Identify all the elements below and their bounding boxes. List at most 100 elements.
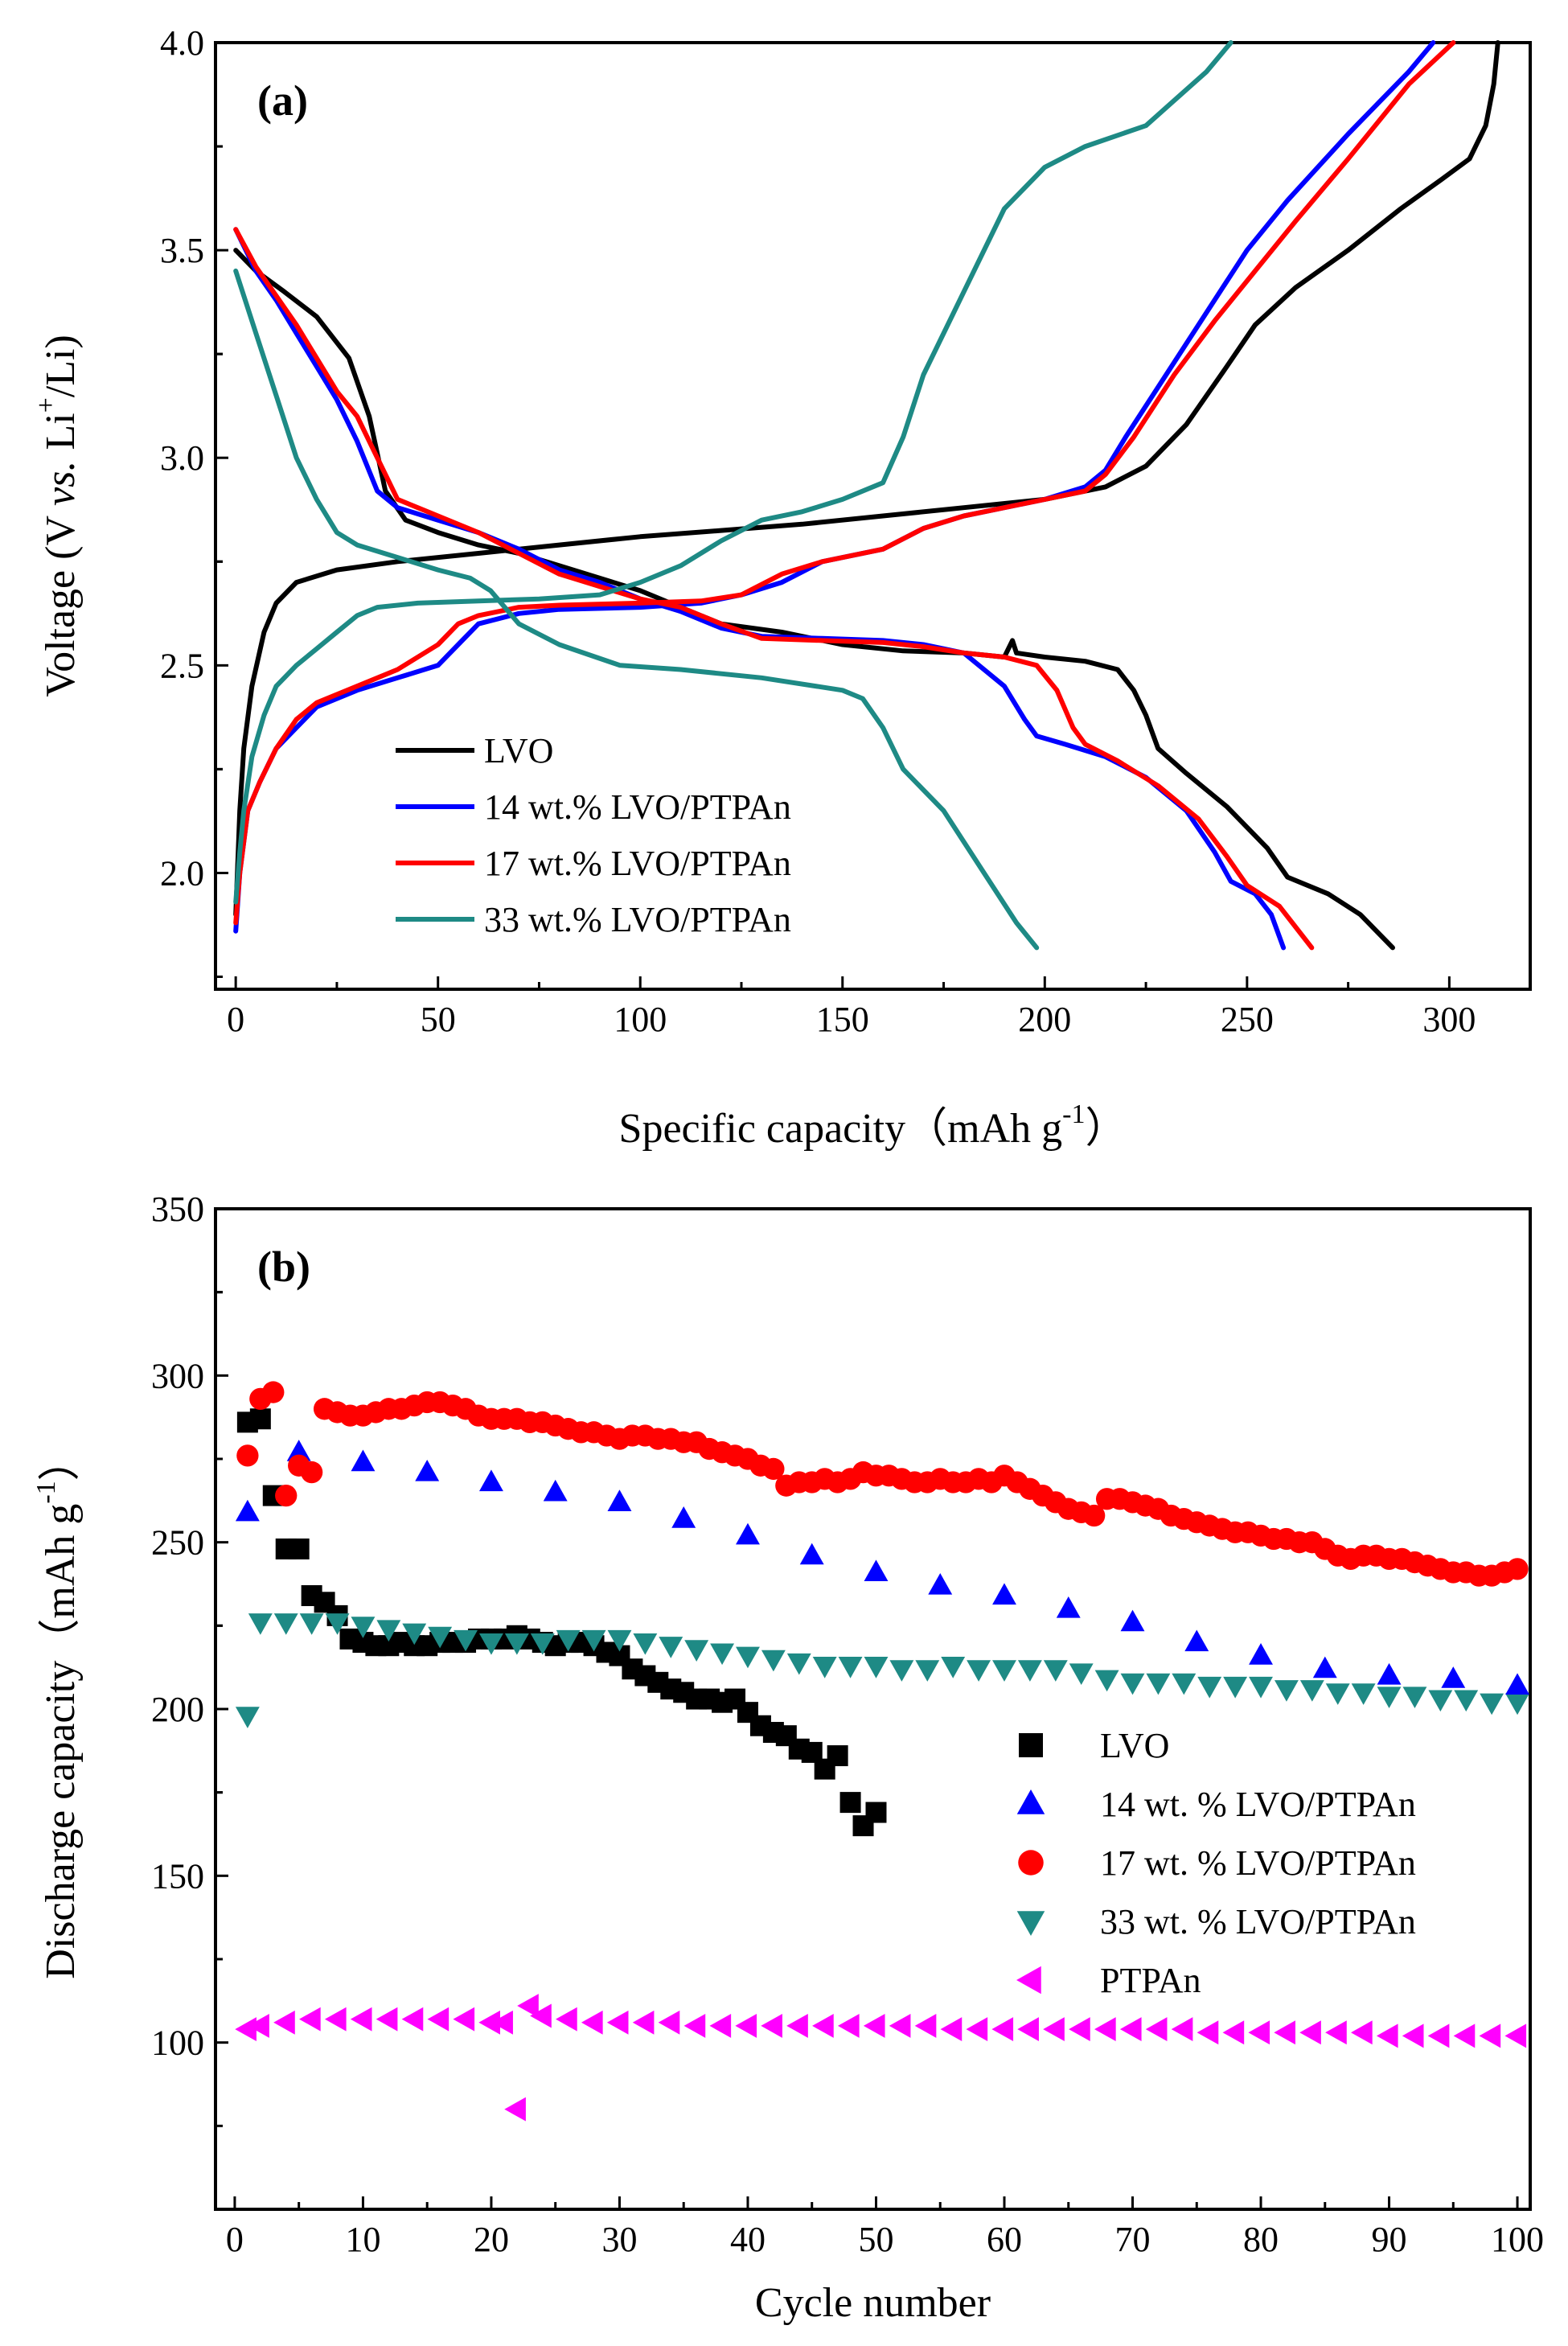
panel-b-series-3-marker	[454, 1629, 478, 1652]
panel-a-x-axis-title: Specific capacity（mAh g-1）	[619, 1099, 1127, 1152]
panel-b-series-3-marker	[1454, 1690, 1479, 1712]
panel-b-series-3-marker	[556, 1629, 581, 1652]
panel-b-legend-swatch-0	[1019, 1733, 1043, 1757]
panel-b-series-3-marker	[684, 1640, 709, 1662]
panel-b-series-2-marker	[236, 1444, 259, 1467]
panel-b-series-4-marker	[556, 2007, 577, 2032]
panel-a-legend: LVO 14 wt.% LVO/PTPAn 17 wt.% LVO/PTPAn 33 …	[396, 731, 791, 939]
panel-b-series-4-marker	[235, 2017, 257, 2042]
panel-b-series-3-marker	[530, 1633, 555, 1655]
panel-b-legend-label-4: PTPAn	[1100, 1961, 1201, 2000]
panel-b-series-3-marker	[992, 1660, 1016, 1682]
panel-b-series-3-marker	[1480, 1693, 1504, 1715]
panel-b-series-4-marker	[517, 1994, 539, 2019]
panel-b-series-3-marker	[1428, 1690, 1453, 1712]
panel-b-series-3-marker	[1223, 1676, 1248, 1699]
panel-b-x-tick-label: 50	[858, 2220, 893, 2259]
panel-b-series-3-marker	[915, 1660, 940, 1682]
panel-b-y-tick-label: 150	[151, 1856, 204, 1896]
panel-b-series-4-marker	[1299, 2020, 1321, 2045]
panel-b-series-1-marker	[607, 1489, 632, 1511]
panel-b-series-4-marker	[1504, 2023, 1527, 2048]
panel-b-series-4-marker	[491, 2010, 513, 2035]
panel-b-series-4-marker	[324, 2007, 347, 2032]
panel-b-series-4-marker	[1325, 2020, 1347, 2045]
panel-b-series-3-marker	[889, 1660, 914, 1682]
panel-b-series-4-marker	[1119, 2017, 1142, 2042]
panel-a-y-axis-title-part: Voltage (V	[38, 506, 84, 697]
panel-b-legend: LVO 14 wt. % LVO/PTPAn 17 wt. % LVO/PTPAn 3…	[1016, 1726, 1416, 2000]
panel-b-series-4-marker	[837, 2013, 860, 2038]
panel-b-series-2-marker	[1083, 1504, 1106, 1527]
panel-b-series-4-marker	[1453, 2023, 1476, 2048]
panel-b-y-tick-label: 250	[151, 1523, 204, 1563]
panel-b-y-tick-label: 300	[151, 1356, 204, 1395]
panel-b-series-1-marker	[799, 1543, 824, 1565]
panel-b-series-3-marker	[376, 1620, 401, 1642]
panel-b-series-3-marker	[1043, 1660, 1068, 1682]
panel-b-series-1-marker	[1056, 1596, 1081, 1618]
panel-b-series-3-marker	[504, 1633, 529, 1655]
panel-b-series-3-marker	[761, 1650, 786, 1672]
panel-b-series-4-marker	[991, 2017, 1014, 2042]
panel-b-panel-label: (b)	[257, 1243, 310, 1291]
panel-b-series-3-marker	[1249, 1676, 1273, 1699]
panel-b-series-1-marker	[1249, 1643, 1273, 1665]
panel-b-cycling-performance-chart: 0 10 20 30 40 50 60 70 80 90 100 100 150 200 250 300 350…	[31, 1189, 1544, 2326]
panel-b-series-4-marker	[350, 2007, 372, 2032]
panel-b-series-0-marker	[865, 1802, 887, 1823]
panel-a-y-axis-title-part: /Li)	[38, 335, 84, 397]
panel-b-series-4-marker	[1351, 2020, 1373, 2045]
panel-b-series-4-marker	[709, 2013, 732, 2038]
panel-a-y-tick-label: 2.5	[160, 646, 204, 685]
panel-b-series-2-marker	[275, 1484, 298, 1507]
panel-b-series-3-marker	[1197, 1676, 1222, 1699]
panel-a-x-tick-label: 250	[1221, 1000, 1274, 1039]
panel-b-legend-swatch-1	[1016, 1789, 1045, 1814]
panel-b-series-3-marker	[325, 1613, 350, 1635]
panel-a-series-3-charge-curve	[233, 40, 1233, 905]
panel-a-y-tick-label: 4.0	[160, 23, 204, 63]
panel-b-series-1-marker	[1120, 1609, 1145, 1632]
panel-b-x-tick-label: 0	[226, 2220, 244, 2259]
panel-b-series-4-marker	[863, 2013, 885, 2038]
panel-b-y-axis-title: Discharge capacity（mAh g-1）	[31, 1439, 84, 1978]
panel-b-legend-swatch-3	[1016, 1911, 1045, 1936]
panel-b-series-4-marker	[812, 2013, 834, 2038]
panel-a-legend-label-2: 17 wt.% LVO/PTPAn	[484, 844, 791, 883]
panel-a-series-2-charge-curve	[233, 40, 1456, 926]
panel-b-legend-swatch-2	[1018, 1850, 1044, 1876]
panel-a-x-tick-label: 0	[227, 1000, 244, 1039]
panel-b-x-tick-label: 30	[601, 2220, 637, 2259]
panel-b-series-4-marker	[606, 2010, 629, 2035]
panel-b-series-4-marker	[1145, 2017, 1168, 2042]
panel-b-series-0-marker	[827, 1745, 848, 1767]
panel-b-y-axis-title-superscript: -1	[31, 1481, 61, 1503]
panel-b-series-1-marker	[351, 1449, 376, 1472]
panel-b-x-tick-label: 100	[1491, 2220, 1544, 2259]
panel-b-series-4-marker	[683, 2013, 706, 2038]
panel-b-series-4-marker	[273, 2010, 295, 2035]
panel-b-series-4-marker	[478, 2010, 501, 2035]
panel-a-series-0-discharge-curve	[233, 248, 1395, 951]
panel-b-series-3-marker	[235, 1707, 260, 1728]
panel-b-series-4-marker	[1274, 2020, 1295, 2045]
panel-b-series-0-marker	[288, 1538, 310, 1559]
panel-a-y-axis-title-superscript: +	[31, 397, 61, 413]
panel-b-series-2-marker	[762, 1457, 785, 1481]
panel-a-y-axis-title: Voltage (V vs. Li+/Li)	[31, 335, 84, 697]
panel-b-series-4-marker	[1094, 2017, 1116, 2042]
panel-b-series-2-marker	[1506, 1558, 1529, 1580]
panel-b-series-3-marker	[1402, 1687, 1427, 1709]
panel-b-series-1-marker	[928, 1572, 953, 1595]
panel-b-series-4-marker	[735, 2013, 757, 2038]
panel-b-series-3-marker	[838, 1657, 863, 1678]
panel-b-x-tick-label: 80	[1243, 2220, 1279, 2259]
panel-b-series-3-marker	[864, 1657, 889, 1678]
panel-b-series-4-marker	[761, 2013, 782, 2038]
panel-b-legend-swatch-4	[1016, 1966, 1041, 1995]
panel-b-series-3-marker	[248, 1613, 273, 1635]
panel-b-series-4-marker	[453, 2007, 475, 2032]
panel-a-series-3-discharge-curve	[233, 268, 1040, 951]
panel-b-series-3-marker	[967, 1660, 991, 1682]
